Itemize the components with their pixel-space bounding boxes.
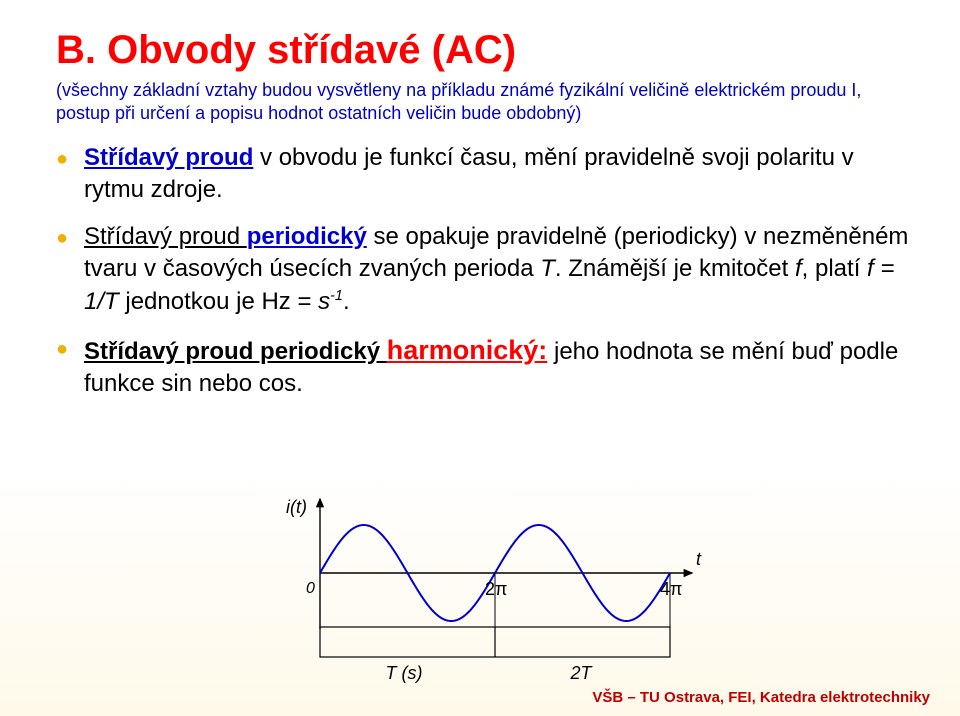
bullet-1-lead: Střídavý proud (84, 144, 253, 171)
svg-text:t: t (696, 549, 702, 569)
svg-text:0: 0 (306, 580, 315, 597)
bullet-3: Střídavý proud periodický harmonický: je… (56, 332, 920, 401)
svg-text:T (s): T (s) (386, 663, 423, 683)
bullet-2-lead: Střídavý proud (84, 223, 247, 250)
svg-text:2π: 2π (485, 579, 507, 599)
bullet-2-mid2: . Známější je kmitočet (555, 255, 795, 282)
slide: B. Obvody střídavé (AC) (všechny základn… (0, 0, 960, 716)
subtitle: (všechny základní vztahy budou vysvětlen… (56, 79, 896, 124)
bullet-2-f: f (795, 255, 802, 282)
bullet-2-mid4: jednotkou je Hz = (119, 288, 318, 315)
bullet-2-end: . (343, 288, 350, 315)
bullet-2-T: T (540, 255, 555, 282)
svg-text:i(t): i(t) (286, 497, 307, 517)
sine-svg: i(t) 0 t 2π 4π T (s) 2T (280, 495, 710, 700)
page-title: B. Obvody střídavé (AC) (56, 28, 920, 73)
footer: VŠB – TU Ostrava, FEI, Katedra elektrote… (592, 689, 930, 706)
bullet-2-mid3: , platí (802, 255, 867, 282)
bullet-3-lead: Střídavý proud periodický (84, 338, 387, 365)
bullet-2-s: s (318, 288, 330, 315)
svg-text:4π: 4π (660, 579, 682, 599)
bullet-list: Střídavý proud v obvodu je funkcí času, … (56, 142, 920, 401)
bullet-1: Střídavý proud v obvodu je funkcí času, … (56, 142, 920, 207)
svg-text:2T: 2T (570, 663, 594, 683)
sine-chart: i(t) 0 t 2π 4π T (s) 2T (280, 495, 710, 700)
bullet-3-kw: harmonický: (387, 335, 548, 365)
bullet-2-kw: periodický (247, 223, 367, 250)
bullet-2-exp: -1 (330, 288, 343, 304)
bullet-2: Střídavý proud periodický se opakuje pra… (56, 221, 920, 318)
